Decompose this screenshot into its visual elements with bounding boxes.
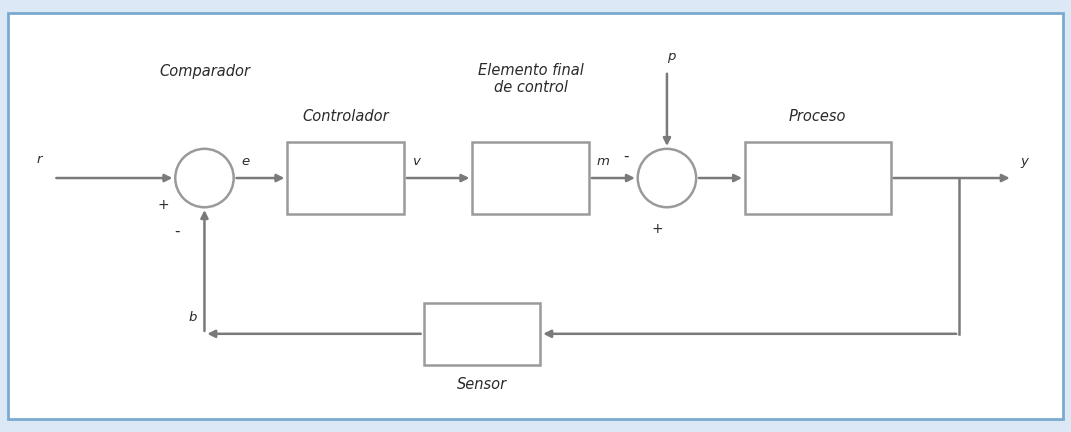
Text: Elemento final
de control: Elemento final de control [478, 63, 584, 95]
Text: -: - [623, 149, 629, 164]
Text: p: p [666, 50, 675, 63]
Text: +: + [157, 198, 169, 212]
Circle shape [637, 149, 696, 207]
Text: v: v [412, 155, 420, 168]
Circle shape [176, 149, 233, 207]
Text: r: r [36, 153, 42, 166]
Text: m: m [597, 155, 609, 168]
Text: Sensor: Sensor [457, 377, 507, 392]
FancyBboxPatch shape [7, 13, 1064, 419]
Bar [423, 303, 541, 365]
Text: b: b [188, 311, 197, 324]
Text: e: e [241, 155, 250, 168]
Text: Controlador: Controlador [302, 109, 389, 124]
Text: y: y [1021, 155, 1028, 168]
Bar [744, 142, 891, 214]
Bar [472, 142, 589, 214]
Text: +: + [651, 222, 663, 236]
Text: Proceso: Proceso [789, 109, 846, 124]
Text: -: - [175, 224, 180, 239]
Text: Comparador: Comparador [159, 64, 250, 79]
Bar [287, 142, 404, 214]
